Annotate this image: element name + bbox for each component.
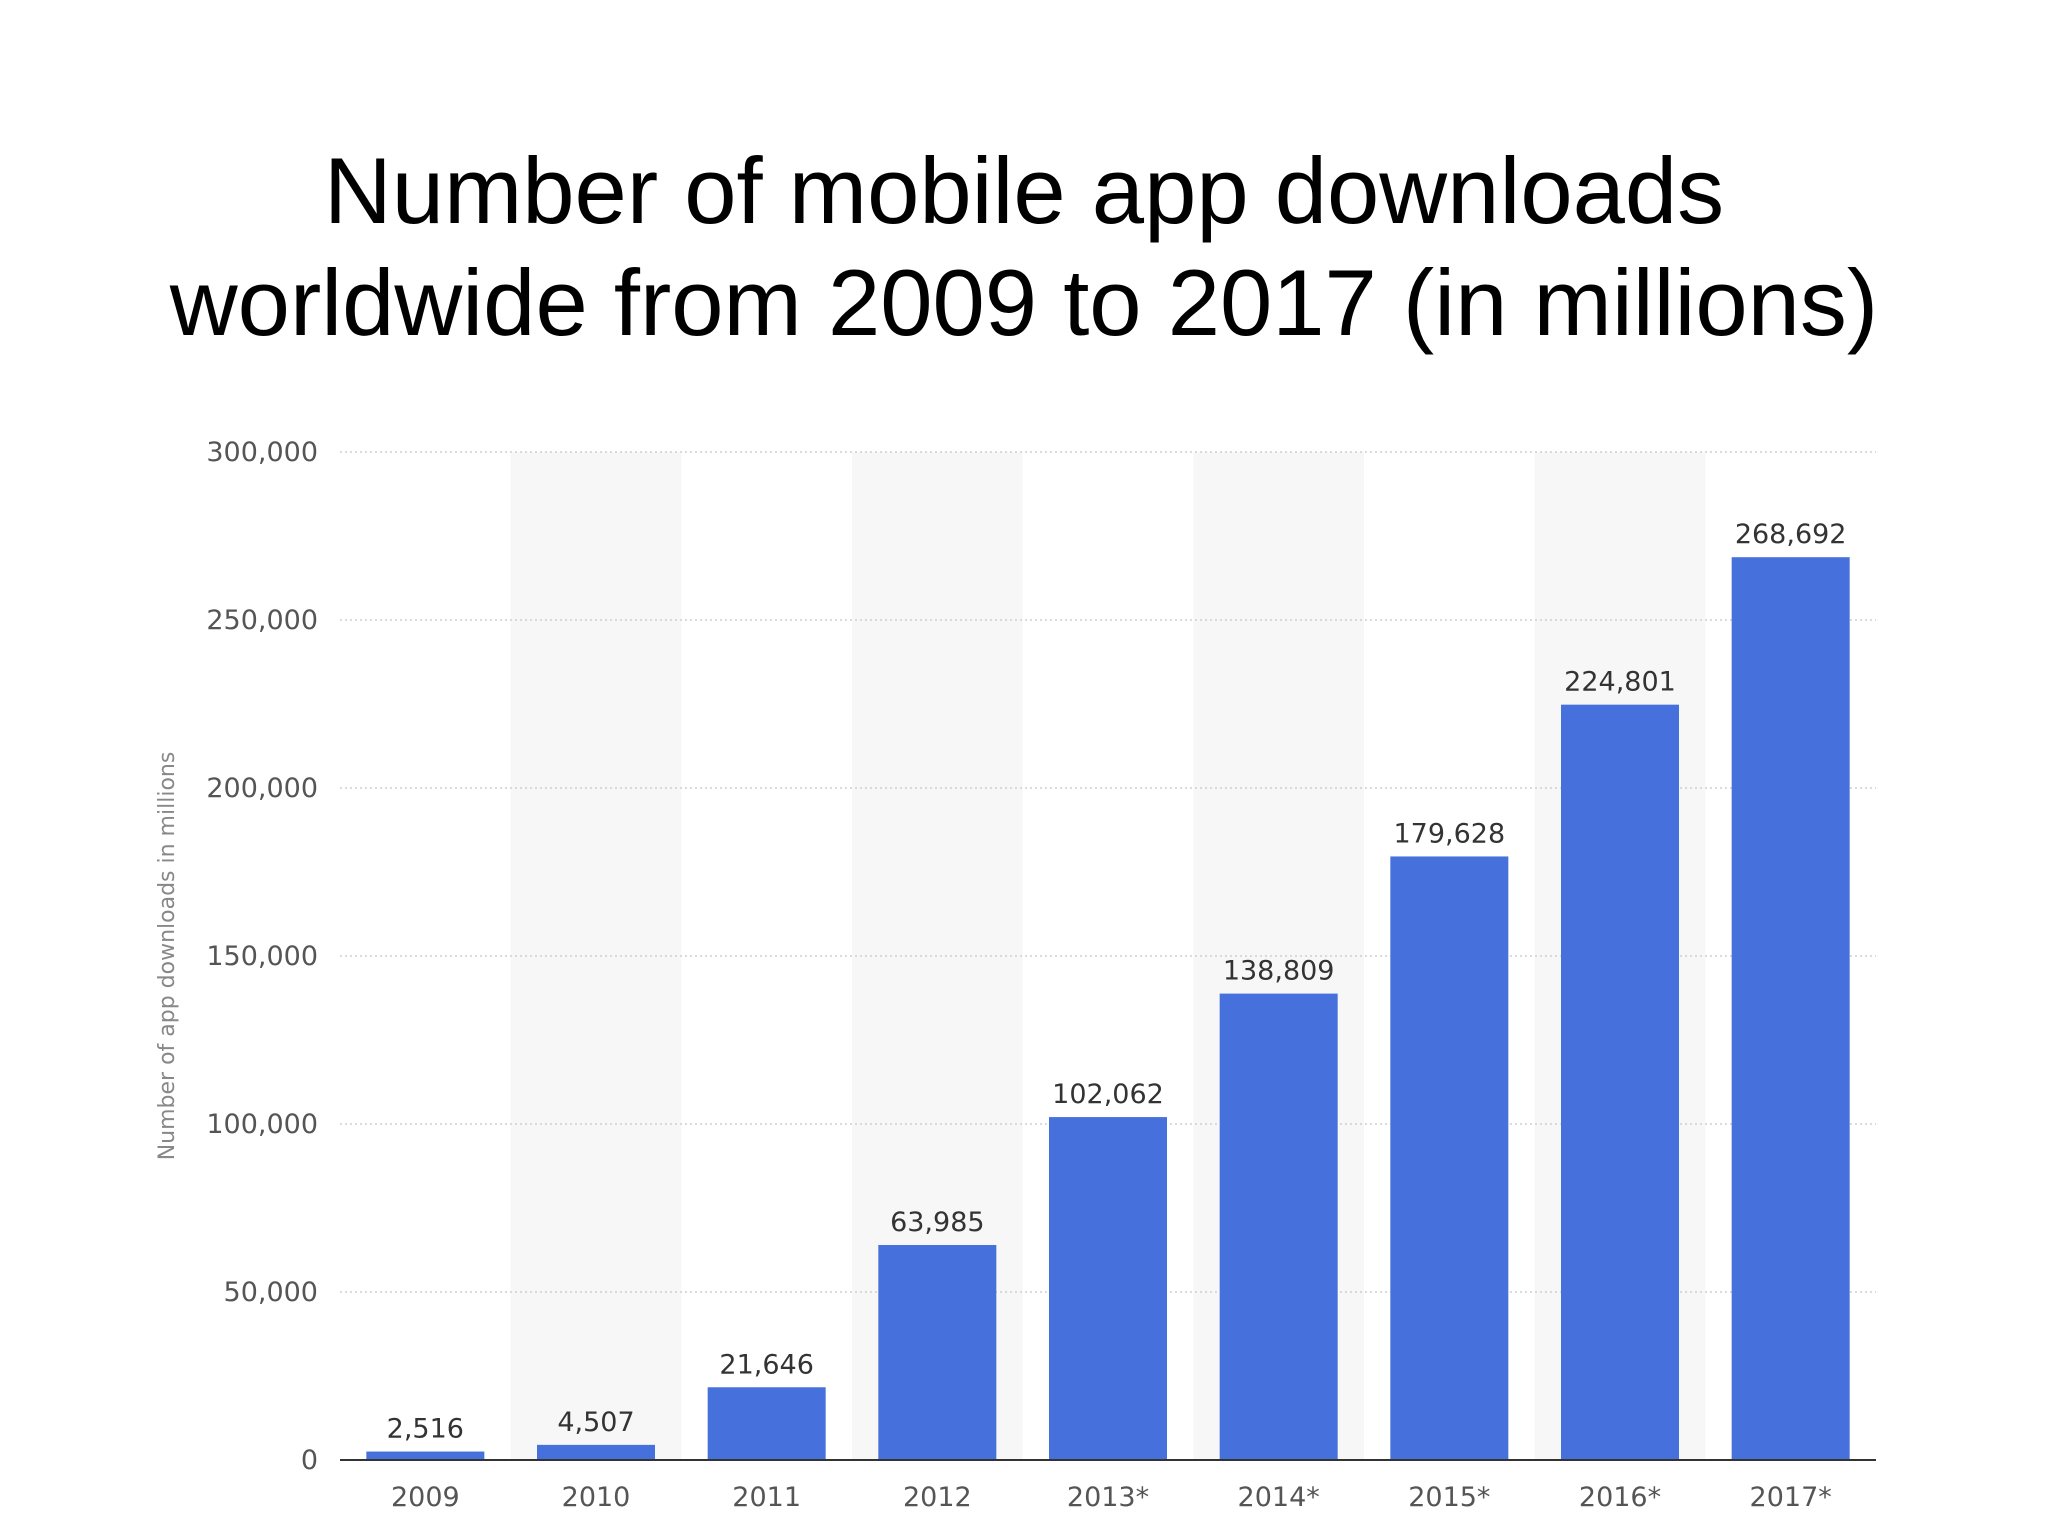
value-label-2009: 2,516 — [387, 1414, 464, 1445]
bar-2012 — [878, 1245, 997, 1460]
chart-title-line-1: Number of mobile app downloads — [323, 138, 1725, 243]
bar-2017* — [1731, 557, 1850, 1460]
value-labels: 2,516 4,507 21,646 63,985 102,062 138,809 179,… — [387, 519, 1847, 1444]
x-tick-label-2012: 2012 — [903, 1482, 972, 1513]
x-axis-ticks: 2009 2010 2011 2012 2013* 2014* 2015* 2016* 2017… — [391, 1482, 1832, 1513]
x-tick-label-2017*: 2017* — [1750, 1482, 1832, 1513]
bar-2015* — [1390, 856, 1509, 1460]
bar-2016* — [1561, 704, 1679, 1460]
y-tick-label: 250,000 — [206, 605, 318, 636]
value-label-2011: 21,646 — [719, 1349, 813, 1380]
value-label-2012: 63,985 — [890, 1207, 984, 1238]
chart-title: Number of mobile app downloads worldwide… — [0, 135, 2048, 359]
x-tick-label-2010: 2010 — [562, 1482, 631, 1513]
value-label-2016*: 224,801 — [1564, 667, 1676, 698]
value-label-2014*: 138,809 — [1223, 956, 1335, 987]
y-axis-title: Number of app downloads in millions — [155, 752, 180, 1161]
x-tick-label-2016*: 2016* — [1579, 1482, 1661, 1513]
value-label-2017*: 268,692 — [1735, 519, 1847, 550]
x-tick-label-2015*: 2015* — [1408, 1482, 1490, 1513]
bar-2013* — [1049, 1117, 1167, 1460]
x-tick-label-2009: 2009 — [391, 1482, 460, 1513]
y-tick-label: 0 — [301, 1445, 318, 1476]
x-tick-label-2014*: 2014* — [1238, 1482, 1320, 1513]
x-tick-label-2011: 2011 — [732, 1482, 801, 1513]
bar-2011 — [707, 1387, 826, 1460]
value-label-2015*: 179,628 — [1394, 818, 1506, 849]
y-axis-ticks: 0 50,000 100,000 150,000 200,000 250,000 300,0… — [206, 437, 318, 1476]
bar-2014* — [1219, 993, 1338, 1460]
chart-title-line-2: worldwide from 2009 to 2017 (in millions… — [169, 250, 1879, 355]
bar-2009 — [366, 1451, 485, 1460]
y-tick-label: 300,000 — [206, 437, 318, 468]
bars — [366, 557, 1850, 1460]
y-tick-label: 100,000 — [206, 1109, 318, 1140]
x-tick-label-2013*: 2013* — [1067, 1482, 1149, 1513]
value-label-2010: 4,507 — [557, 1407, 634, 1438]
y-tick-label: 200,000 — [206, 773, 318, 804]
bar-2010 — [537, 1444, 655, 1460]
y-tick-label: 50,000 — [224, 1277, 318, 1308]
value-label-2013*: 102,062 — [1052, 1079, 1164, 1110]
y-tick-label: 150,000 — [206, 941, 318, 972]
